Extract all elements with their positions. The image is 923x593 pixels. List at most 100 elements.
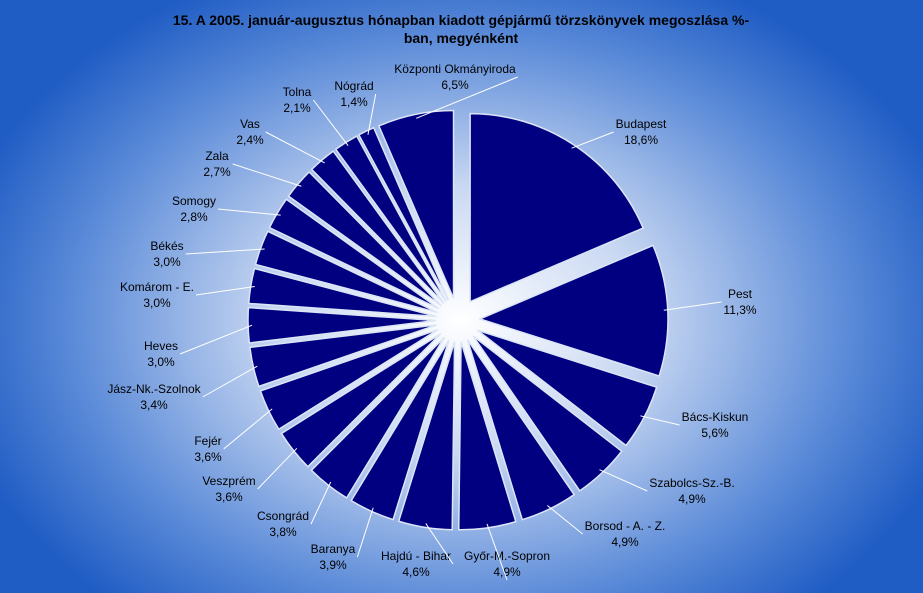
value-label: 3,6%: [215, 490, 243, 504]
category-label: Somogy: [172, 194, 216, 208]
leader-line: [185, 248, 265, 255]
value-label: 2,1%: [283, 101, 311, 115]
value-label: 3,9%: [319, 558, 347, 572]
leader-line: [223, 408, 273, 450]
pie-slice: [268, 198, 440, 310]
pie-slice: [249, 324, 437, 388]
value-label: 3,4%: [140, 398, 168, 412]
slice-label: Nógrád 1,4%: [334, 79, 373, 109]
slice-label: Vas 2,4%: [236, 117, 264, 147]
category-label: Tolna: [283, 85, 312, 99]
category-label: Veszprém: [202, 474, 255, 488]
slice-label: Baranya 3,9%: [311, 542, 356, 572]
value-label: 2,8%: [180, 210, 208, 224]
slice-label: Veszprém 3,6%: [202, 474, 255, 504]
value-label: 3,0%: [153, 255, 181, 269]
category-label: Heves: [144, 339, 178, 353]
value-label: 3,0%: [147, 355, 175, 369]
leader-line: [416, 76, 518, 119]
category-label: Vas: [240, 117, 260, 131]
pie-slice: [377, 109, 455, 299]
pie-slice: [310, 150, 445, 304]
category-label: Győr-M.-Sopron: [464, 549, 550, 563]
value-label: 4,9%: [611, 535, 639, 549]
category-label: Borsod - A. - Z.: [585, 519, 666, 533]
category-label: Nógrád: [334, 79, 373, 93]
leader-line: [367, 93, 377, 135]
pie-slice: [247, 267, 437, 318]
pie-slice: [310, 336, 446, 499]
category-label: Zala: [205, 149, 229, 163]
slice-label: Csongrád 3,8%: [257, 509, 309, 539]
pie-slice: [254, 230, 438, 314]
value-label: 2,4%: [236, 133, 264, 147]
category-label: Bács-Kiskun: [682, 410, 749, 424]
pie-slice: [287, 170, 442, 307]
slice-label: Szabolcs-Sz.-B. 4,9%: [649, 476, 734, 506]
category-label: Jász-Nk.-Szolnok: [107, 382, 201, 396]
value-label: 4,9%: [493, 565, 521, 579]
leader-line: [195, 286, 255, 296]
pie-slice: [472, 335, 623, 492]
pie-slice: [247, 306, 437, 344]
pie-slice: [259, 328, 439, 431]
chart-title: 15. A 2005. január-augusztus hónapban ki…: [172, 12, 750, 46]
leader-line: [486, 523, 508, 581]
slice-label: Pest 11,3%: [723, 287, 756, 317]
slice-label: Heves 3,0%: [144, 339, 178, 369]
value-label: 11,3%: [723, 303, 756, 317]
category-label: Csongrád: [257, 509, 309, 523]
slice-label: Jász-Nk.-Szolnok 3,4%: [107, 382, 201, 412]
slice-label: Győr-M.-Sopron 4,9%: [464, 549, 550, 579]
leader-line: [599, 469, 648, 492]
category-label: Hajdú - Bihar: [381, 549, 451, 563]
category-label: Budapest: [616, 117, 667, 131]
pie-slice: [280, 333, 442, 468]
pie-slice: [477, 329, 658, 447]
leader-line: [640, 415, 680, 426]
leader-line: [571, 131, 614, 149]
slice-label: Bács-Kiskun 5,6%: [682, 410, 749, 440]
leader-line: [663, 301, 722, 311]
category-label: Fejér: [194, 434, 221, 448]
slice-label: Somogy 2,8%: [172, 194, 216, 224]
slice-label: Zala 2,7%: [203, 149, 231, 179]
category-label: Baranya: [311, 542, 356, 556]
leader-line: [257, 447, 298, 490]
pie-slice: [457, 341, 517, 531]
value-label: 6,5%: [441, 78, 469, 92]
slice-label: Komárom - E. 3,0%: [120, 280, 194, 310]
value-label: 4,9%: [678, 492, 706, 506]
pie-slice: [469, 112, 645, 303]
leader-line: [265, 131, 325, 164]
value-label: 2,7%: [203, 165, 231, 179]
leader-line: [202, 365, 258, 398]
category-label: Komárom - E.: [120, 280, 194, 294]
slice-label: Fejér 3,6%: [194, 434, 222, 464]
value-label: 3,8%: [269, 525, 297, 539]
value-label: 18,6%: [624, 133, 658, 147]
value-label: 3,6%: [194, 450, 222, 464]
slice-label: Békés 3,0%: [150, 239, 183, 269]
leader-line: [356, 507, 374, 558]
leader-line: [217, 208, 281, 216]
leader-line: [425, 523, 454, 565]
category-label: Központi Okmányiroda: [394, 62, 516, 76]
leader-line: [312, 99, 349, 147]
leader-line: [232, 163, 302, 187]
slice-label: Központi Okmányiroda 6,5%: [394, 62, 516, 92]
slice-label: Budapest 18,6%: [616, 117, 667, 147]
slice-label: Hajdú - Bihar 4,6%: [381, 549, 451, 579]
pie-slice: [466, 339, 576, 521]
leader-line: [179, 324, 253, 355]
leader-line: [310, 481, 332, 525]
value-label: 3,0%: [143, 296, 171, 310]
leader-line: [547, 505, 583, 535]
category-label: Békés: [150, 239, 183, 253]
category-label: Pest: [728, 287, 753, 301]
value-label: 4,6%: [402, 565, 430, 579]
slice-label: Borsod - A. - Z. 4,9%: [585, 519, 666, 549]
value-label: 5,6%: [701, 426, 729, 440]
